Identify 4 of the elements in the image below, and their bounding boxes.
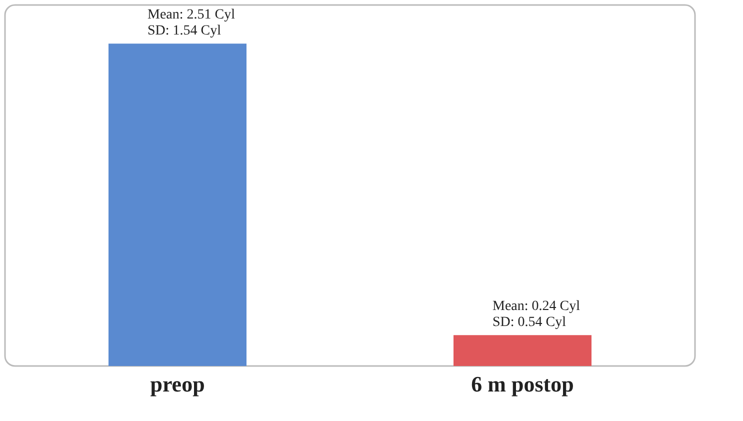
data-label: Mean: 2.51 Cyl SD: 1.54 Cyl	[148, 8, 236, 39]
x-tick-label: preop	[150, 372, 205, 396]
data-label: Mean: 0.24 Cyl SD: 0.54 Cyl	[492, 299, 580, 330]
x-tick-label: 6 m postop	[471, 372, 574, 396]
